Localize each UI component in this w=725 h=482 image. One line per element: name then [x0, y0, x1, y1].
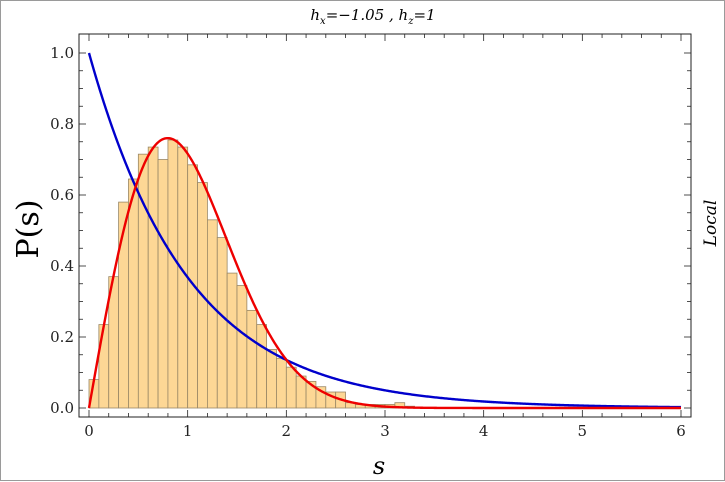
- x-tick-label: 3: [380, 422, 390, 440]
- histogram-bar: [98, 324, 110, 409]
- histogram-bar: [236, 285, 248, 409]
- histogram-bar: [206, 219, 218, 409]
- x-tick-label: 0: [84, 422, 94, 440]
- x-axis-label: s: [373, 452, 385, 480]
- y-tick-label: 1.0: [50, 44, 74, 62]
- histogram-bar: [157, 159, 169, 409]
- histogram-bar: [256, 324, 268, 409]
- histogram-bar: [216, 237, 228, 409]
- y-tick-label: 0.0: [50, 399, 74, 417]
- wigner-curve: [87, 136, 681, 410]
- exponential-curve: [87, 52, 682, 409]
- y-tick-label: 0.2: [50, 328, 74, 346]
- axis-tick-labels: 0 1 2 3 4 5 6 0.0 0.2 0.4 0.6 0.8 1.0: [50, 44, 686, 440]
- x-tick-label: 6: [676, 422, 686, 440]
- histogram-bar: [147, 146, 159, 409]
- y-tick-label: 0.8: [50, 115, 74, 133]
- histogram-bar: [137, 153, 149, 409]
- side-label: Local: [701, 200, 721, 248]
- histogram-bar: [285, 366, 297, 409]
- histogram-bar: [167, 139, 179, 409]
- histogram-bar: [128, 178, 139, 409]
- histogram-bar: [226, 272, 238, 409]
- histogram-bar: [266, 349, 277, 409]
- x-tick-label: 2: [282, 422, 292, 440]
- y-tick-label: 0.4: [50, 257, 74, 275]
- histogram-bar: [177, 146, 189, 409]
- y-axis-label: P(s): [11, 200, 46, 259]
- x-tick-label: 4: [479, 422, 489, 440]
- y-tick-label: 0.6: [50, 186, 74, 204]
- histogram-bar: [276, 357, 287, 409]
- axis-ticks: [79, 34, 691, 417]
- curves: [87, 52, 682, 410]
- x-tick-label: 5: [578, 422, 588, 440]
- chart-title: hx=−1.05 , hz=1: [310, 6, 435, 27]
- histogram-bar: [246, 309, 258, 409]
- x-tick-label: 1: [183, 422, 193, 440]
